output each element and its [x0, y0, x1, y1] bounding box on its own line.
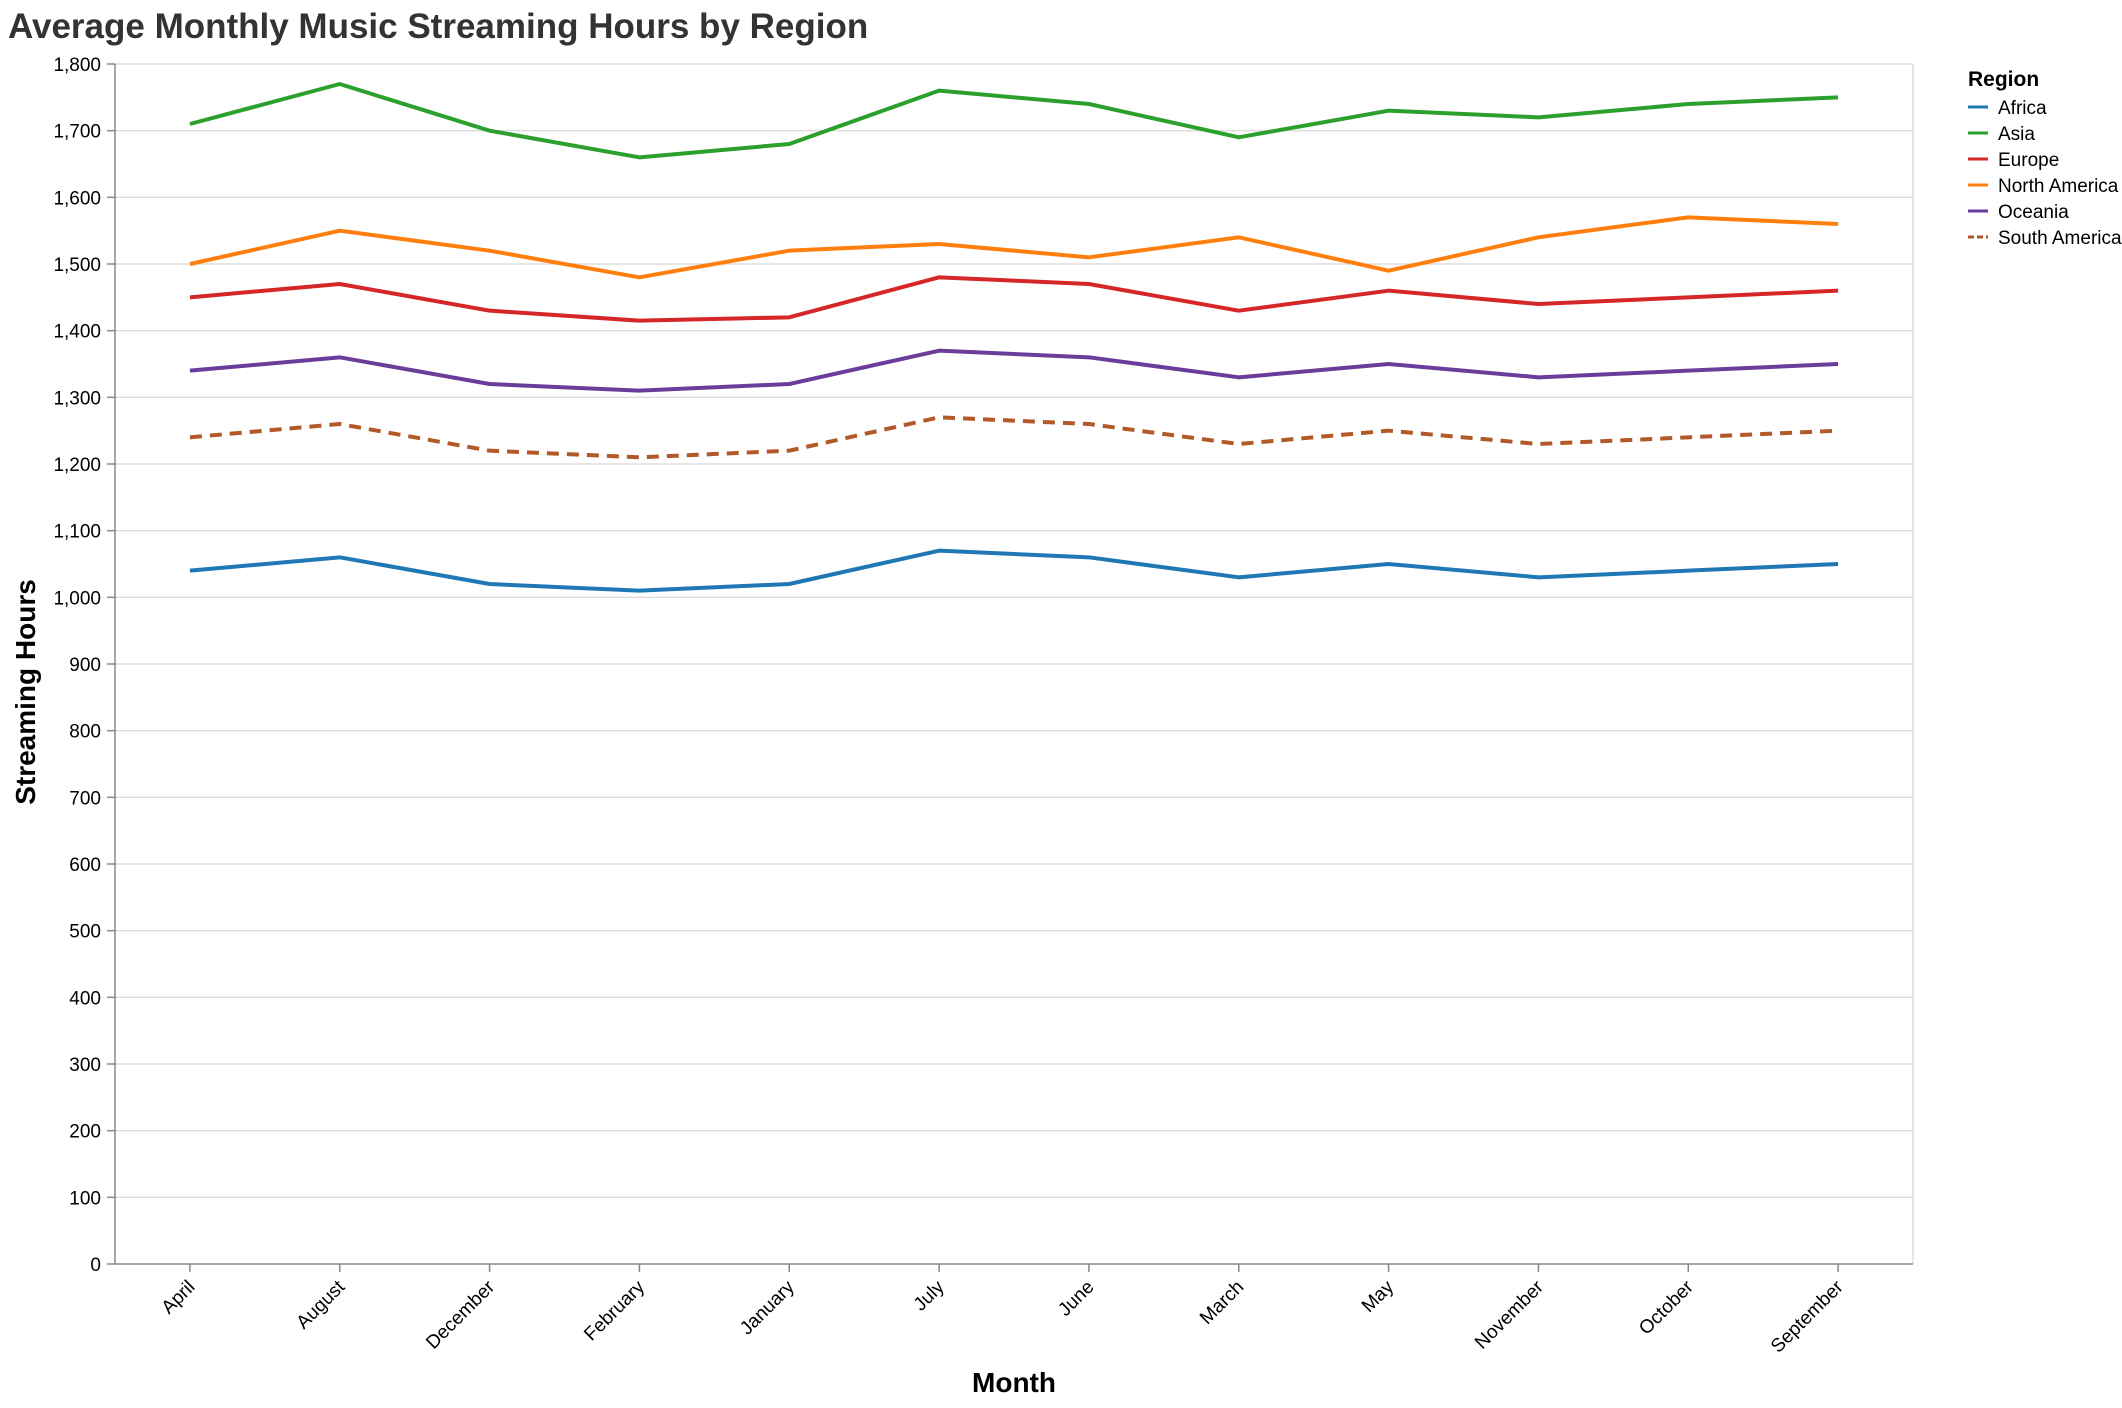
- y-tick-label: 900: [69, 655, 101, 676]
- x-tick-label: September: [1767, 1276, 1848, 1357]
- series-line-asia: [189, 82, 1839, 160]
- series-line-africa: [189, 548, 1839, 593]
- x-tick-label: December: [422, 1276, 499, 1353]
- x-tick-label: February: [580, 1276, 649, 1345]
- x-axis-title: Month: [972, 1367, 1056, 1398]
- y-tick-label: 600: [69, 855, 101, 876]
- y-tick-label: 700: [69, 788, 101, 809]
- y-tick-label: 1,800: [53, 55, 101, 76]
- legend-label: Europe: [1998, 150, 2059, 171]
- x-tick-label: August: [293, 1276, 350, 1333]
- x-axis: April August December February January July Ju…: [115, 1263, 1913, 1357]
- legend: Region Africa Asia Europe North America Ocea…: [1968, 68, 2122, 249]
- y-tick-label: 200: [69, 1122, 101, 1143]
- x-tick-label: January: [736, 1276, 799, 1339]
- y-tick-label: 100: [69, 1188, 101, 1209]
- legend-label: Oceania: [1998, 202, 2069, 223]
- legend-label: Africa: [1998, 98, 2047, 119]
- series-line-europe: [189, 275, 1839, 323]
- y-tick-label: 1,300: [53, 388, 101, 409]
- series-line-south-america: [189, 415, 1839, 460]
- y-tick-label: 1,600: [53, 188, 101, 209]
- chart-title: Average Monthly Music Streaming Hours by…: [8, 7, 868, 46]
- x-tick-label: November: [1471, 1276, 1548, 1353]
- legend-title: Region: [1968, 68, 2039, 91]
- y-tick-label: 1,700: [53, 122, 101, 143]
- x-tick-label: March: [1196, 1277, 1248, 1329]
- y-tick-label: 1,400: [53, 322, 101, 343]
- legend-label: North America: [1998, 176, 2119, 197]
- x-tick-label: May: [1358, 1276, 1399, 1317]
- y-tick-label: 300: [69, 1055, 101, 1076]
- y-tick-label: 1,500: [53, 255, 101, 276]
- y-tick-label: 0: [90, 1255, 101, 1276]
- x-tick-label: April: [158, 1277, 200, 1319]
- y-tick-label: 1,200: [53, 455, 101, 476]
- legend-label: South America: [1998, 228, 2122, 249]
- x-tick-label: October: [1635, 1276, 1698, 1339]
- series-lines: [189, 82, 1839, 593]
- legend-label: Asia: [1998, 124, 2035, 145]
- gridlines: [115, 63, 1914, 1264]
- y-tick-label: 800: [69, 722, 101, 743]
- y-tick-label: 500: [69, 922, 101, 943]
- y-tick-label: 1,100: [53, 522, 101, 543]
- x-tick-label: June: [1054, 1277, 1098, 1321]
- series-line-oceania: [189, 348, 1839, 393]
- y-axis: 0 100 200 300 400 500 600 700 800 900 1,000 1,100 1,…: [53, 55, 116, 1276]
- y-tick-label: 400: [69, 988, 101, 1009]
- y-axis-title: Streaming Hours: [10, 579, 41, 805]
- series-line-north-america: [189, 215, 1839, 280]
- x-tick-label: July: [910, 1276, 949, 1315]
- y-tick-label: 1,000: [53, 588, 101, 609]
